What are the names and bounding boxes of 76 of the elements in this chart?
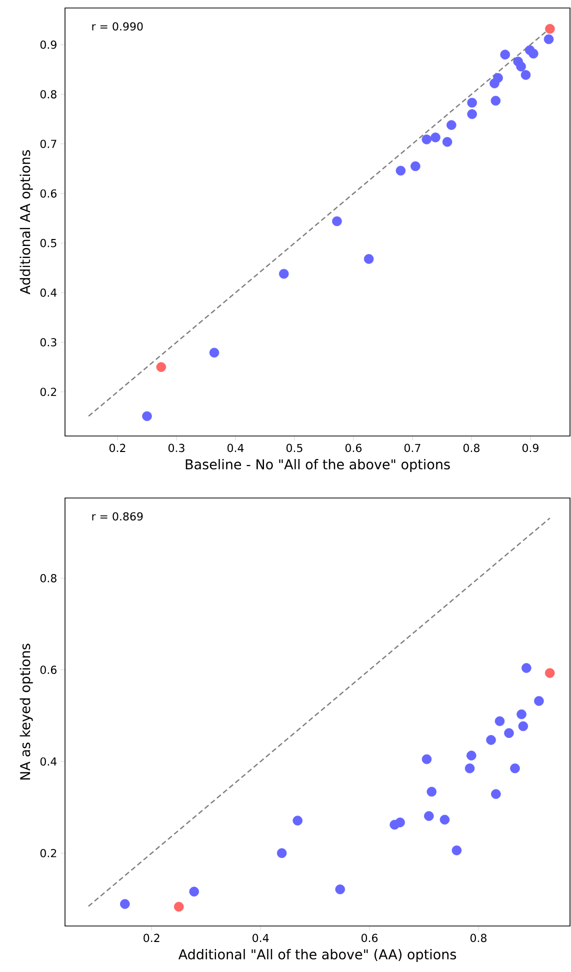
- point: [518, 721, 528, 732]
- point: [142, 411, 152, 422]
- y-tick-label: 0.8: [40, 574, 56, 582]
- point: [491, 789, 501, 799]
- point: [545, 24, 555, 34]
- point: [446, 120, 456, 130]
- point: [544, 34, 554, 44]
- point: [490, 78, 500, 88]
- point: [278, 268, 289, 279]
- x-tick-label: 0.3: [168, 444, 184, 452]
- y-tick-label: 0.5: [40, 238, 56, 248]
- point: [534, 696, 544, 706]
- point: [395, 818, 405, 828]
- point: [156, 362, 166, 372]
- point: [364, 254, 374, 264]
- point: [467, 98, 477, 108]
- point: [467, 109, 477, 120]
- y-tick-label: 0.2: [40, 388, 56, 396]
- point: [486, 735, 496, 745]
- point: [422, 134, 432, 144]
- point: [332, 216, 342, 226]
- point: [522, 663, 532, 673]
- y-tick-label: 0.6: [40, 666, 57, 674]
- point: [490, 96, 501, 106]
- point: [422, 754, 432, 764]
- point: [189, 886, 200, 897]
- point: [292, 816, 303, 826]
- x-tick-label: 0.8: [470, 934, 486, 942]
- x-tick-label: 0.5: [286, 444, 302, 452]
- point: [466, 750, 476, 760]
- y-tick-label: 0.4: [40, 288, 57, 297]
- x-tick-label: 0.6: [362, 934, 378, 942]
- x-tick-label: 0.8: [463, 444, 480, 452]
- x-tick-label: 0.6: [345, 444, 362, 452]
- point: [430, 132, 440, 142]
- point: [520, 70, 531, 80]
- point: [440, 814, 450, 825]
- point: [544, 668, 555, 678]
- point: [504, 728, 514, 738]
- point: [528, 48, 538, 59]
- point: [510, 763, 520, 774]
- y-tick-label: 0.4: [40, 757, 57, 766]
- x-tick-label: 0.2: [109, 444, 126, 452]
- y-tick-label: 0.7: [40, 140, 56, 148]
- point: [442, 136, 452, 147]
- point: [424, 811, 434, 821]
- x-axis-title: Baseline - No "All of the above" options: [186, 458, 450, 472]
- x-tick-label: 0.4: [252, 934, 269, 942]
- y-tick-label: 0.3: [40, 338, 56, 346]
- y-axis-title: Additional AA options: [20, 150, 33, 294]
- point: [276, 848, 287, 858]
- point: [410, 161, 420, 172]
- point: [174, 902, 184, 912]
- point: [494, 716, 505, 726]
- point: [516, 62, 526, 72]
- x-axis-title: Additional "All of the above" (AA) options: [178, 948, 456, 962]
- point: [120, 899, 130, 909]
- x-tick-label: 0.9: [522, 444, 538, 452]
- point: [426, 786, 437, 797]
- point: [516, 709, 526, 720]
- x-tick-label: 0.4: [227, 444, 244, 452]
- annotation: r = 0.990: [92, 22, 143, 31]
- point: [335, 884, 346, 894]
- y-tick-label: 0.8: [40, 90, 56, 98]
- y-tick-label: 0.6: [40, 189, 57, 198]
- point: [209, 348, 220, 358]
- y-axis-title: NA as keyed options: [20, 644, 33, 780]
- annotation: r = 0.869: [92, 512, 143, 521]
- y-tick-label: 0.2: [40, 848, 56, 858]
- x-tick-label: 0.2: [144, 934, 160, 942]
- y-tick-label: 0.9: [40, 40, 56, 49]
- x-tick-label: 0.7: [404, 444, 420, 452]
- point: [464, 763, 475, 774]
- point: [396, 166, 406, 176]
- point: [500, 50, 510, 60]
- point: [452, 845, 462, 856]
